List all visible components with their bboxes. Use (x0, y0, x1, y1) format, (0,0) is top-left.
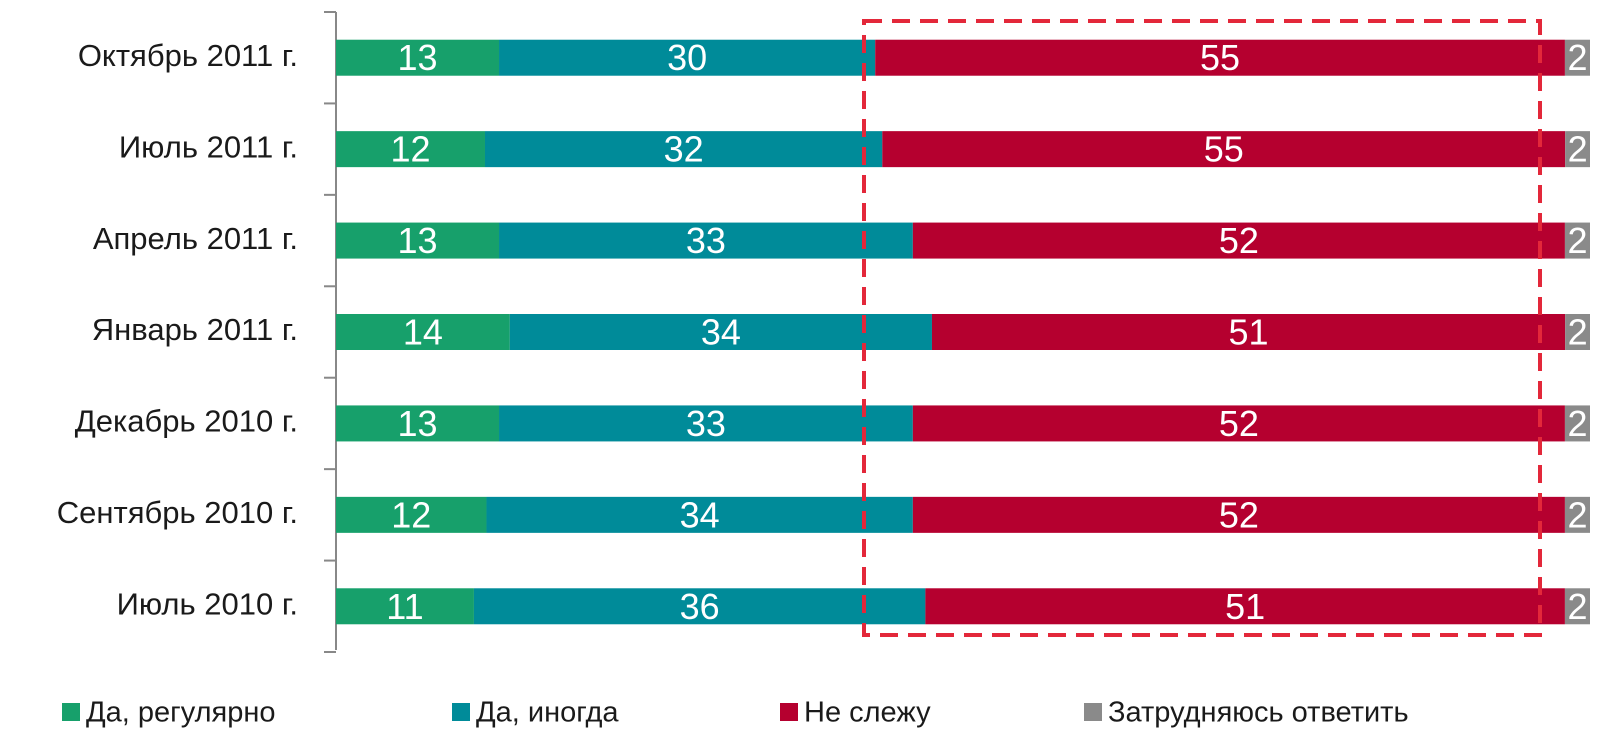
bar-segment (499, 405, 913, 442)
bar-segment (336, 496, 487, 533)
data-label: 13 (397, 37, 437, 78)
category-label: Июль 2011 г. (119, 129, 298, 164)
data-label: 11 (386, 586, 423, 627)
bar-segment (484, 131, 883, 168)
data-label: 12 (391, 494, 431, 535)
legend-swatch (1084, 703, 1102, 721)
data-label: 51 (1229, 312, 1269, 353)
data-label: 13 (397, 220, 437, 261)
bars: 13 30 55 2 12 32 55 2 13 33 52 2 14 34 51 2 13 33 52 2 12 34 5… (336, 37, 1590, 627)
legend-label: Не слежу (804, 697, 931, 729)
bar-segment (336, 39, 500, 76)
bar-segment (473, 588, 926, 625)
data-label: 32 (664, 129, 704, 170)
data-label: 2 (1568, 312, 1588, 353)
data-label: 33 (686, 220, 726, 261)
bar-segment (336, 588, 474, 625)
data-label: 30 (667, 37, 707, 78)
data-label: 14 (403, 312, 443, 353)
data-label: 34 (680, 494, 720, 535)
bar-segment (931, 314, 1566, 350)
legend-label: Да, иногда (476, 697, 619, 729)
data-label: 2 (1568, 129, 1588, 170)
bar-segment (925, 588, 1565, 625)
highlight-frame (862, 19, 1542, 637)
data-label: 52 (1219, 220, 1259, 261)
category-label: Октябрь 2011 г. (78, 38, 298, 73)
data-label: 34 (701, 312, 741, 353)
data-label: 2 (1567, 403, 1587, 444)
bar-segment (912, 222, 1565, 259)
bar-segment (336, 222, 500, 259)
category-label: Январь 2011 г. (92, 312, 298, 347)
bar-segment (486, 496, 913, 533)
data-label: 52 (1219, 403, 1259, 444)
data-label: 2 (1567, 586, 1587, 627)
data-label: 2 (1567, 220, 1587, 261)
bar-segment (336, 314, 510, 350)
bar-segment (1564, 588, 1590, 625)
bar-segment (882, 131, 1566, 168)
data-label: 33 (686, 403, 726, 444)
data-label: 12 (390, 129, 430, 170)
legend-label: Затрудняюсь ответить (1108, 697, 1409, 729)
data-label: 55 (1204, 129, 1244, 170)
data-label: 51 (1225, 586, 1265, 627)
category-label: Апрель 2011 г. (93, 221, 298, 256)
bar-segment (1564, 405, 1590, 442)
bar-segment (336, 405, 500, 442)
legend-swatch (62, 703, 80, 721)
bar-segment (1564, 496, 1590, 533)
data-label: 36 (680, 586, 720, 627)
data-label: 52 (1219, 494, 1259, 535)
legend-swatch (452, 703, 470, 721)
bar-segment (336, 131, 485, 168)
data-label: 2 (1567, 494, 1587, 535)
bar-segment (1565, 131, 1590, 168)
data-label: 13 (397, 403, 437, 444)
bar-segment (499, 39, 876, 76)
bar-segment (912, 496, 1565, 533)
bar-segment (1564, 222, 1590, 259)
legend-label: Да, регулярно (86, 697, 275, 729)
bar-segment (509, 314, 932, 350)
data-label: 2 (1567, 37, 1587, 78)
bar-segment (912, 405, 1565, 442)
data-label: 55 (1200, 37, 1240, 78)
legend-swatch (780, 703, 798, 721)
bar-segment (1565, 314, 1590, 350)
category-label: Декабрь 2010 г. (75, 404, 298, 439)
category-label: Сентябрь 2010 г. (57, 495, 298, 530)
bar-segment (1564, 39, 1590, 76)
legend: Да, регулярно Да, иногда Не слежу Затрудняю… (62, 697, 1409, 729)
axis-ticks (324, 11, 336, 653)
bar-segment (499, 222, 913, 259)
category-label: Июль 2010 г. (117, 586, 298, 621)
bar-segment (875, 39, 1565, 76)
